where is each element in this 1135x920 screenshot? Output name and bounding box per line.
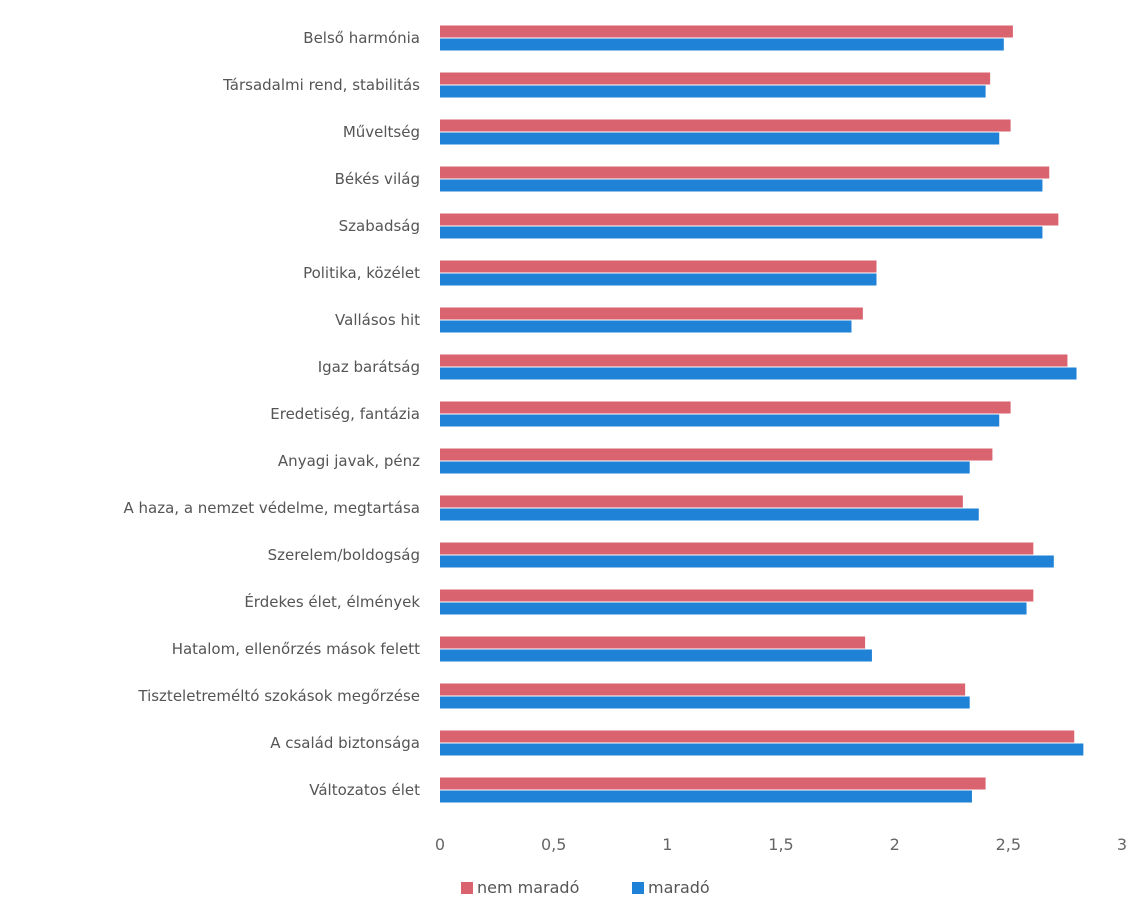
category-label-eredetiseg-fantazia: Eredetiség, fantázia	[270, 405, 420, 423]
category-label-hatalom-ellenorzes-masok-felett: Hatalom, ellenőrzés mások felett	[172, 640, 420, 658]
x-tick-label: 3	[1117, 835, 1127, 854]
bar-nem-marado-belso-harmonia	[440, 25, 1013, 38]
x-tick-label: 2	[890, 835, 900, 854]
bar-nem-marado-politika-kozelet	[440, 260, 877, 273]
bar-marado-tarsadalmi-rend-stabilitas	[440, 85, 986, 98]
category-label-politika-kozelet: Politika, közélet	[303, 264, 420, 282]
bar-nem-marado-a-haza-a-nemzet-vedelme-megtartasa	[440, 495, 963, 508]
bar-nem-marado-valtozatos-elet	[440, 777, 986, 790]
bar-nem-marado-hatalom-ellenorzes-masok-felett	[440, 636, 866, 649]
legend-label-marado: maradó	[648, 878, 710, 897]
category-labels: Belső harmónia Társadalmi rend, stabilitá…	[124, 29, 421, 799]
bar-marado-szerelem-boldogsag	[440, 555, 1054, 568]
bar-marado-a-haza-a-nemzet-vedelme-megtartasa	[440, 508, 979, 521]
bar-nem-marado-bekes-vilag	[440, 166, 1050, 179]
bar-nem-marado-anyagi-javak-penz	[440, 448, 993, 461]
x-tick-label: 0,5	[541, 835, 566, 854]
legend: nem maradó maradó	[461, 878, 710, 897]
bar-marado-igaz-baratsag	[440, 367, 1077, 380]
category-label-tiszteletremelto-szokasok-megorzese: Tiszteletreméltó szokások megőrzése	[137, 687, 420, 705]
bar-nem-marado-szabadsag	[440, 213, 1059, 226]
bar-marado-politika-kozelet	[440, 273, 877, 286]
bar-nem-marado-tarsadalmi-rend-stabilitas	[440, 72, 991, 85]
category-label-szabadsag: Szabadság	[339, 217, 420, 235]
bar-nem-marado-eredetiseg-fantazia	[440, 401, 1011, 414]
bar-nem-marado-erdekes-elet-elmenyek	[440, 589, 1034, 602]
bar-marado-muveltseg	[440, 132, 1000, 145]
category-label-muveltseg: Műveltség	[343, 123, 420, 141]
legend-label-nem-marado: nem maradó	[477, 878, 579, 897]
category-label-vallasos-hit: Vallásos hit	[335, 311, 420, 329]
bar-marado-eredetiseg-fantazia	[440, 414, 1000, 427]
category-label-anyagi-javak-penz: Anyagi javak, pénz	[278, 452, 420, 470]
bar-marado-vallasos-hit	[440, 320, 852, 333]
bar-marado-belso-harmonia	[440, 38, 1004, 51]
bar-marado-erdekes-elet-elmenyek	[440, 602, 1027, 615]
category-label-szerelem-boldogsag: Szerelem/boldogság	[268, 546, 420, 564]
legend-swatch-marado	[632, 882, 644, 894]
category-label-tarsadalmi-rend-stabilitas: Társadalmi rend, stabilitás	[222, 76, 420, 94]
category-label-a-csalad-biztonsaga: A család biztonsága	[270, 734, 420, 752]
legend-swatch-nem-marado	[461, 882, 473, 894]
category-label-igaz-baratsag: Igaz barátság	[318, 358, 420, 376]
x-tick-label: 1,5	[768, 835, 793, 854]
category-label-valtozatos-elet: Változatos élet	[309, 781, 420, 799]
bar-marado-a-csalad-biztonsaga	[440, 743, 1084, 756]
x-tick-label: 2,5	[996, 835, 1021, 854]
bar-marado-anyagi-javak-penz	[440, 461, 970, 474]
x-tick-label: 0	[435, 835, 445, 854]
bar-marado-hatalom-ellenorzes-masok-felett	[440, 649, 872, 662]
bar-marado-szabadsag	[440, 226, 1043, 239]
bar-nem-marado-a-csalad-biztonsaga	[440, 730, 1075, 743]
x-tick-label: 1	[662, 835, 672, 854]
bar-nem-marado-tiszteletremelto-szokasok-megorzese	[440, 683, 966, 696]
bar-marado-valtozatos-elet	[440, 790, 972, 803]
x-axis-tick-labels: 0 0,5 1 1,5 2 2,5 3	[435, 835, 1127, 854]
bar-nem-marado-szerelem-boldogsag	[440, 542, 1034, 555]
bar-nem-marado-muveltseg	[440, 119, 1011, 132]
bar-nem-marado-igaz-baratsag	[440, 354, 1068, 367]
bar-marado-tiszteletremelto-szokasok-megorzese	[440, 696, 970, 709]
bar-nem-marado-vallasos-hit	[440, 307, 863, 320]
category-label-belso-harmonia: Belső harmónia	[303, 29, 420, 47]
category-label-a-haza-a-nemzet-vedelme-megtartasa: A haza, a nemzet védelme, megtartása	[124, 499, 420, 517]
bars-layer	[440, 25, 1084, 803]
category-label-erdekes-elet-elmenyek: Érdekes élet, élmények	[244, 592, 420, 611]
category-label-bekes-vilag: Békés világ	[335, 170, 420, 188]
bar-marado-bekes-vilag	[440, 179, 1043, 192]
